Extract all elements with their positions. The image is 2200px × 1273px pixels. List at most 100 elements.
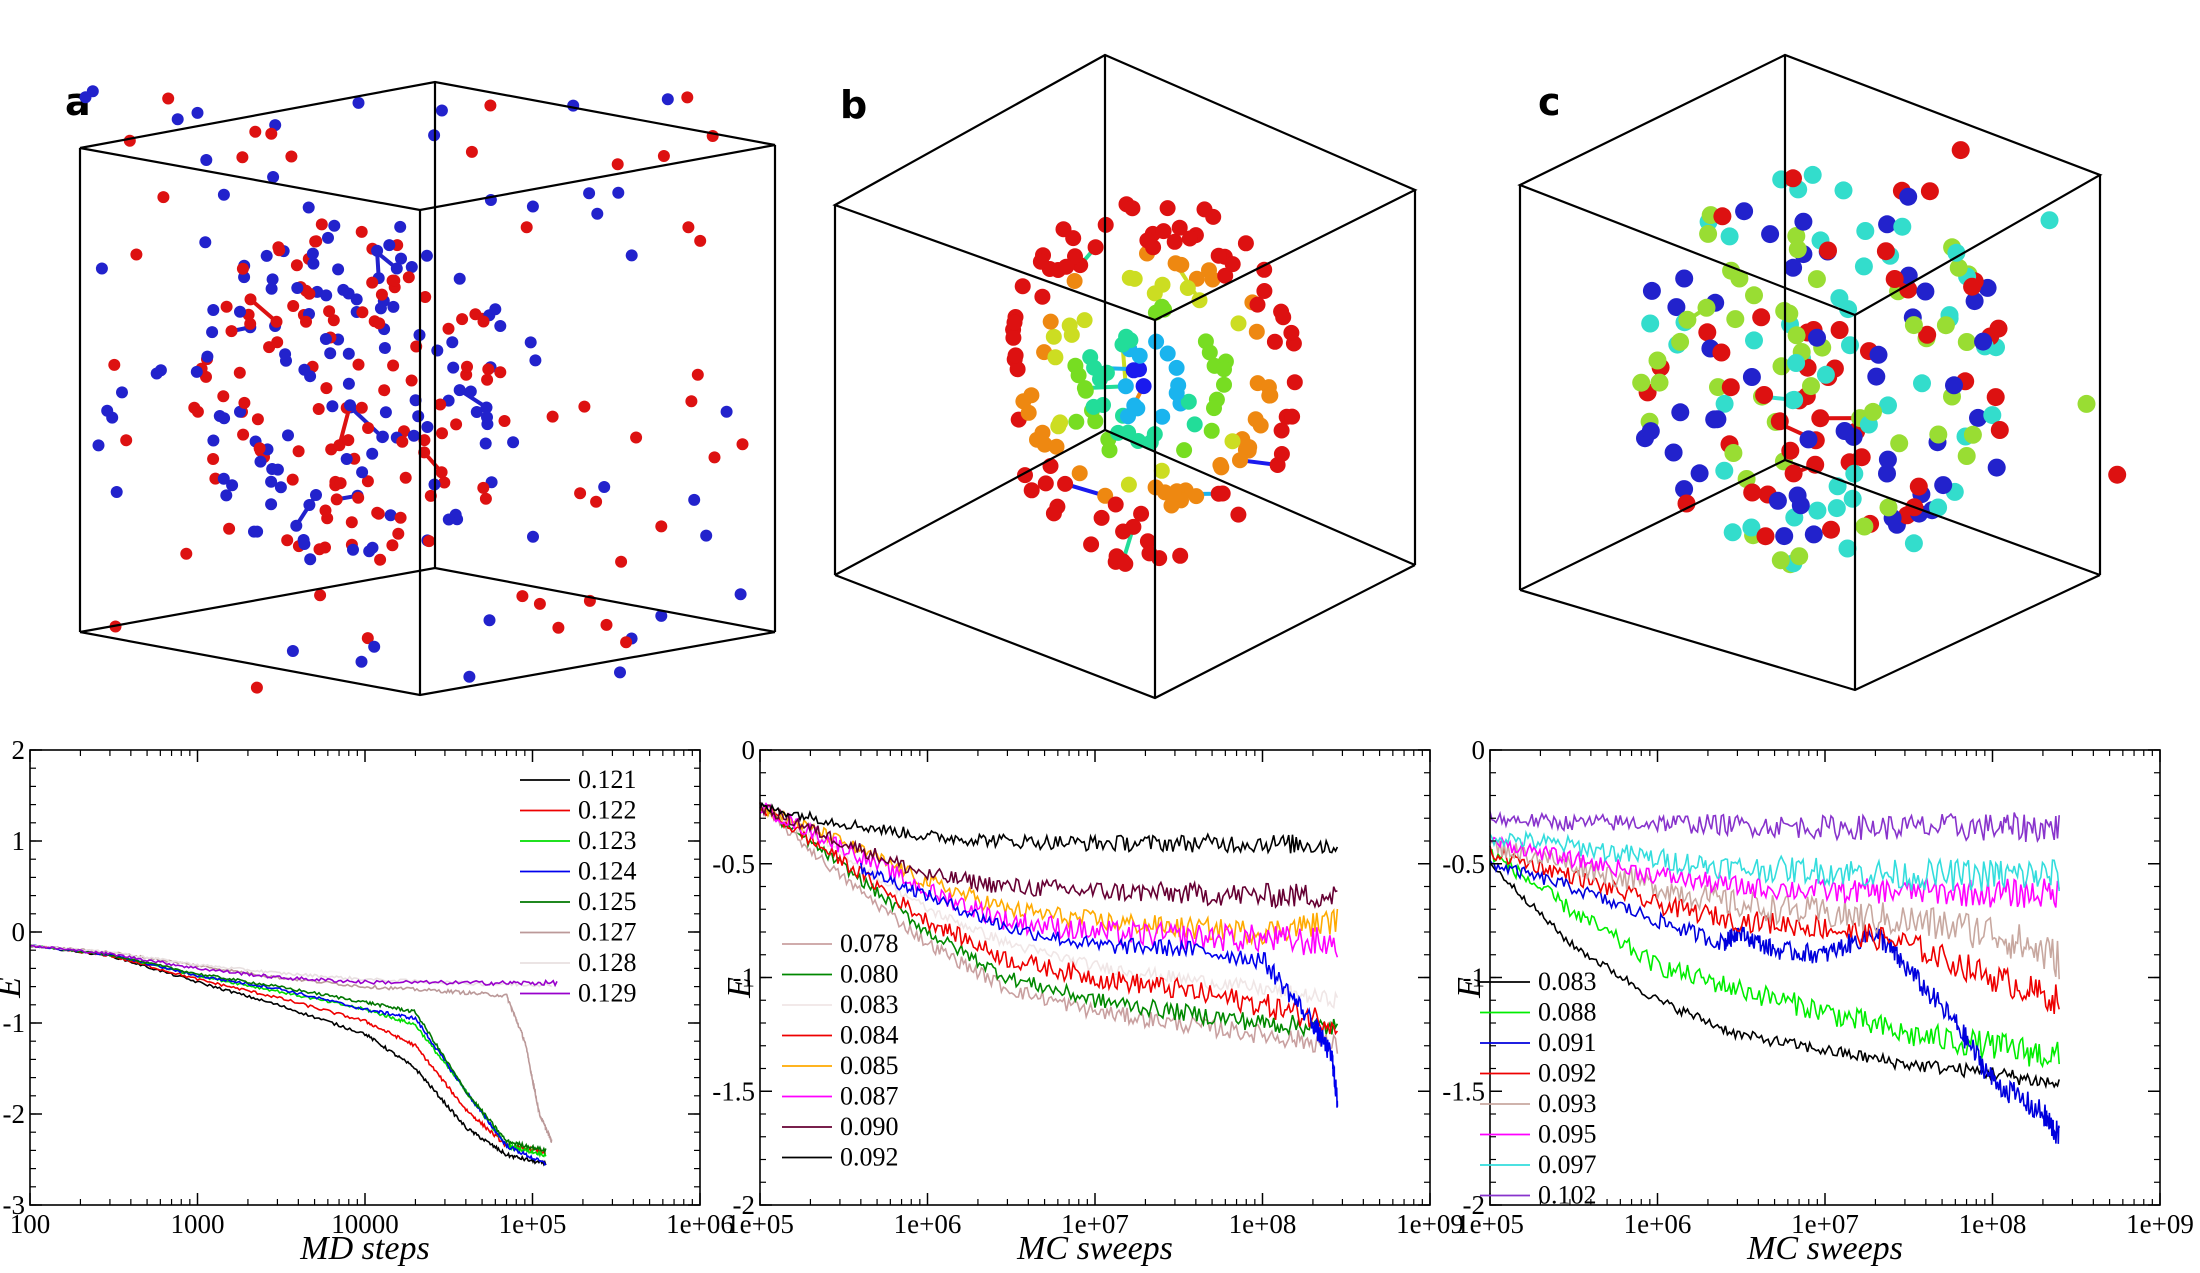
- atom: [1181, 230, 1198, 247]
- chart2-x-tick-label-0: 1e+05: [1456, 1209, 1524, 1239]
- chart0-y-tick-label-1: -2: [3, 1099, 26, 1129]
- atom: [1241, 439, 1258, 456]
- atom: [1170, 377, 1187, 394]
- atom: [447, 361, 460, 374]
- free-atom: [681, 91, 694, 104]
- atom: [1904, 316, 1923, 335]
- atom: [435, 466, 448, 479]
- atom: [356, 306, 369, 319]
- atom: [1014, 278, 1031, 295]
- atom: [1201, 344, 1218, 361]
- atom: [1048, 438, 1065, 455]
- atom: [1217, 267, 1234, 284]
- atom: [251, 413, 264, 426]
- atom: [1168, 359, 1185, 376]
- atom: [1210, 247, 1227, 264]
- atom: [1050, 418, 1067, 435]
- atom: [1802, 377, 1820, 396]
- atom: [300, 315, 312, 328]
- atom: [1120, 408, 1136, 425]
- atom: [1671, 332, 1690, 351]
- free-atom: [578, 400, 591, 413]
- chart0-legend-label-5: 0.127: [578, 918, 637, 947]
- atom: [324, 347, 337, 360]
- atom: [1120, 476, 1137, 493]
- chart0-legend-label-3: 0.124: [578, 857, 637, 886]
- free-atom: [694, 234, 707, 247]
- atom: [1742, 368, 1761, 386]
- atom: [1005, 329, 1022, 346]
- free-atom: [2077, 394, 2096, 413]
- atom: [1262, 387, 1279, 404]
- free-atom: [355, 655, 368, 668]
- atom: [1678, 310, 1697, 329]
- free-atom: [2040, 211, 2059, 230]
- atom: [327, 314, 340, 327]
- atom: [371, 244, 384, 257]
- atom: [421, 421, 434, 433]
- atom: [292, 445, 305, 458]
- chart0-x-axis-label: MD steps: [299, 1230, 429, 1267]
- atom: [1071, 465, 1088, 482]
- atom: [260, 249, 273, 262]
- atom: [373, 317, 386, 330]
- atom: [190, 365, 203, 378]
- free-atom: [524, 336, 537, 349]
- chart2-series-line-6: [1489, 829, 2060, 892]
- chart2-y-tick-label-0: -2: [1463, 1190, 1486, 1220]
- atom: [320, 289, 333, 302]
- atom: [330, 493, 343, 506]
- atom: [456, 313, 469, 326]
- atom: [1034, 288, 1051, 305]
- atom: [1067, 248, 1083, 265]
- atom: [226, 479, 239, 492]
- atom: [1803, 165, 1822, 184]
- atom: [418, 446, 431, 459]
- atom: [266, 463, 279, 475]
- free-atom: [1951, 141, 1970, 160]
- atom: [1057, 475, 1074, 492]
- atom: [1723, 523, 1742, 542]
- energy-chart-mc-c: 1e+05 1e+06 1e+07 1e+08 1e+09 -2 -1.5 -1 -0.5 0 MC…: [1442, 735, 2194, 1267]
- atom: [1986, 388, 2005, 407]
- atom: [282, 429, 294, 442]
- free-atom: [171, 113, 184, 126]
- atom: [1787, 227, 1806, 245]
- atom: [272, 241, 285, 254]
- atom: [481, 418, 494, 431]
- atom: [402, 271, 415, 284]
- atom: [390, 262, 403, 275]
- free-atom: [1920, 182, 1939, 201]
- atom: [234, 305, 246, 318]
- atom: [412, 410, 425, 423]
- atom: [1983, 406, 2002, 425]
- atom: [1641, 422, 1660, 441]
- atom: [337, 283, 350, 296]
- free-atom: [688, 493, 701, 506]
- free-atom: [314, 589, 327, 602]
- atom: [378, 384, 391, 397]
- atom: [1808, 328, 1826, 347]
- free-atom: [286, 645, 299, 657]
- atom: [438, 476, 451, 489]
- chart2-series-line-4: [1489, 840, 2060, 980]
- free-atom: [657, 150, 670, 162]
- chart1-y-tick-label-4: 0: [742, 735, 756, 765]
- atom: [307, 257, 320, 270]
- atom: [1117, 555, 1134, 572]
- atom: [1715, 461, 1734, 480]
- chart0-x-tick-label-0: 100: [10, 1209, 51, 1239]
- free-atom: [685, 395, 698, 408]
- atom: [1856, 222, 1875, 240]
- atom: [304, 553, 317, 566]
- free-atom: [302, 201, 315, 214]
- chart1-legend-label-2: 0.083: [840, 990, 899, 1019]
- free-atom: [615, 555, 628, 568]
- atom: [479, 437, 492, 450]
- atom: [1087, 239, 1104, 256]
- atom: [1708, 410, 1727, 429]
- atom: [1067, 357, 1084, 374]
- free-atom: [590, 495, 603, 508]
- atom: [306, 247, 319, 260]
- atom: [1770, 412, 1789, 431]
